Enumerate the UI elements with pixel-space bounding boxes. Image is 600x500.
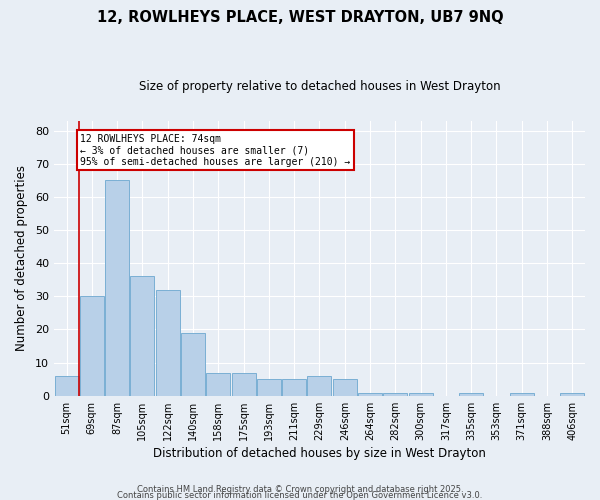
Bar [156, 290, 180, 396]
Bar [409, 392, 433, 396]
Text: 12 ROWLHEYS PLACE: 74sqm
← 3% of detached houses are smaller (7)
95% of semi-det: 12 ROWLHEYS PLACE: 74sqm ← 3% of detache… [80, 134, 351, 167]
Bar [257, 379, 281, 396]
Bar [510, 392, 534, 396]
Text: Contains HM Land Registry data © Crown copyright and database right 2025.: Contains HM Land Registry data © Crown c… [137, 484, 463, 494]
Text: 12, ROWLHEYS PLACE, WEST DRAYTON, UB7 9NQ: 12, ROWLHEYS PLACE, WEST DRAYTON, UB7 9N… [97, 10, 503, 25]
Bar [232, 372, 256, 396]
Bar [55, 376, 79, 396]
Title: Size of property relative to detached houses in West Drayton: Size of property relative to detached ho… [139, 80, 500, 93]
Bar [206, 372, 230, 396]
Bar [105, 180, 129, 396]
Bar [333, 379, 357, 396]
Bar [307, 376, 331, 396]
Bar [282, 379, 306, 396]
Bar [130, 276, 154, 396]
Bar [358, 392, 382, 396]
Bar [383, 392, 407, 396]
Bar [459, 392, 483, 396]
Bar [560, 392, 584, 396]
X-axis label: Distribution of detached houses by size in West Drayton: Distribution of detached houses by size … [153, 447, 486, 460]
Text: Contains public sector information licensed under the Open Government Licence v3: Contains public sector information licen… [118, 490, 482, 500]
Y-axis label: Number of detached properties: Number of detached properties [15, 165, 28, 351]
Bar [181, 333, 205, 396]
Bar [80, 296, 104, 396]
